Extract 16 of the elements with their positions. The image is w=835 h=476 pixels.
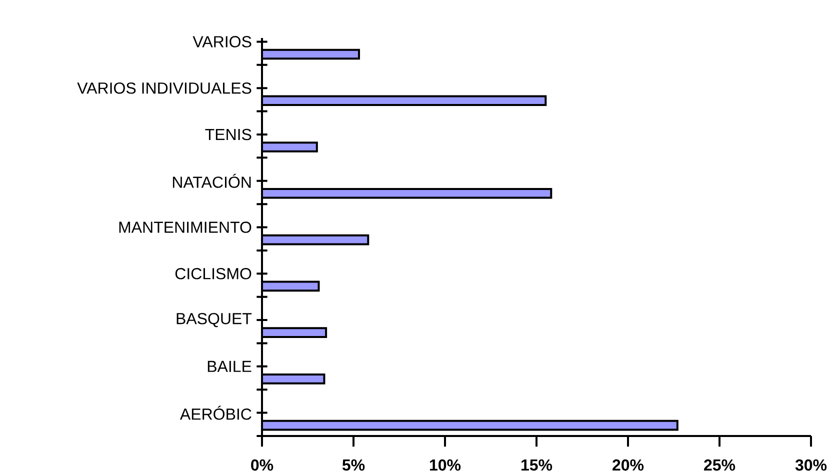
x-tick-label: 30% [795,459,827,471]
y-tick-label: BASQUET [176,312,252,328]
y-tick-label: NATACIÓN [172,174,251,188]
y-tick-label: VARIOS INDIVIDUALES [77,82,252,94]
x-tick-label: 20% [612,459,644,471]
y-tick-label: BAILE [208,360,252,372]
x-tick-label: 25% [704,459,736,471]
x-tick-label: 10% [430,459,461,471]
x-tick-label: 15% [521,459,552,471]
y-tick-label: VARIOS [192,36,252,48]
x-tick-label: 0% [251,459,274,471]
y-tick-label: TENIS [205,128,252,140]
y-tick-label: AERÓBIC [180,406,252,420]
x-tick-label: 5% [342,459,365,471]
y-tick-label: MANTENIMIENTO [119,222,252,233]
y-tick-label: CICLISMO [175,268,252,280]
